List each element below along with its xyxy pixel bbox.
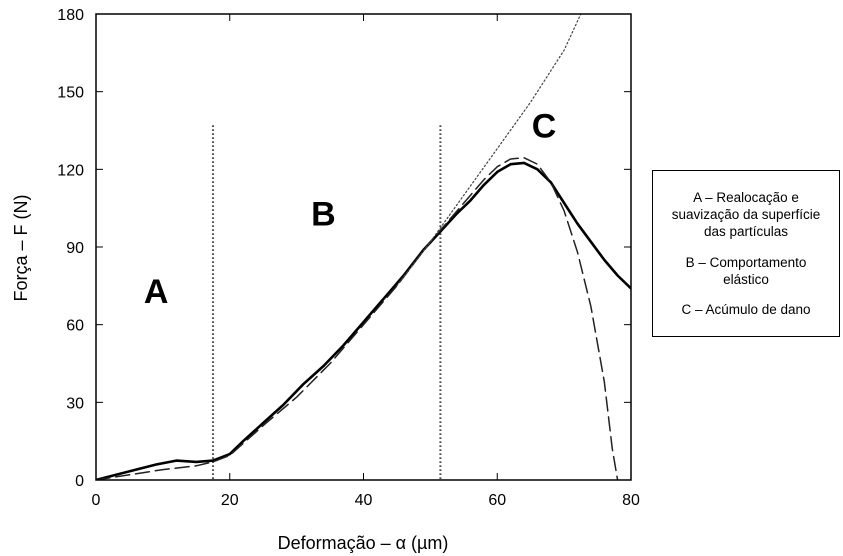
legend-entry-c: C – Acúmulo de dano (681, 302, 811, 318)
y-tick-label: 120 (57, 162, 84, 179)
series-line-dashed (96, 156, 619, 480)
y-tick-label: 180 (57, 7, 84, 24)
x-tick-label: 0 (92, 492, 101, 509)
y-tick-label: 90 (66, 240, 84, 257)
series-line-solid (96, 161, 631, 480)
region-label-b: B (311, 195, 336, 233)
x-tick-label: 80 (622, 492, 640, 509)
region-label-c: C (532, 107, 557, 145)
x-tick-label: 40 (355, 492, 373, 509)
y-tick-label: 0 (75, 473, 84, 490)
y-tick-label: 150 (57, 85, 84, 102)
x-axis-label: Deformação – α (µm) (278, 533, 449, 553)
x-tick-label: 20 (221, 492, 239, 509)
region-label-a: A (144, 273, 169, 311)
y-axis-label: Força – F (N) (11, 194, 31, 301)
legend-entry-b: B – Comportamento elástico (685, 254, 807, 287)
series-line-dotted (396, 14, 582, 287)
plot-frame (95, 13, 632, 481)
legend-entry-a: A – Realocação e suavização da superfíci… (671, 189, 821, 239)
x-tick-label: 60 (488, 492, 506, 509)
legend-box: A – Realocação e suavização da superfíci… (652, 170, 840, 337)
y-tick-label: 60 (66, 318, 84, 335)
y-tick-label: 30 (66, 395, 84, 412)
